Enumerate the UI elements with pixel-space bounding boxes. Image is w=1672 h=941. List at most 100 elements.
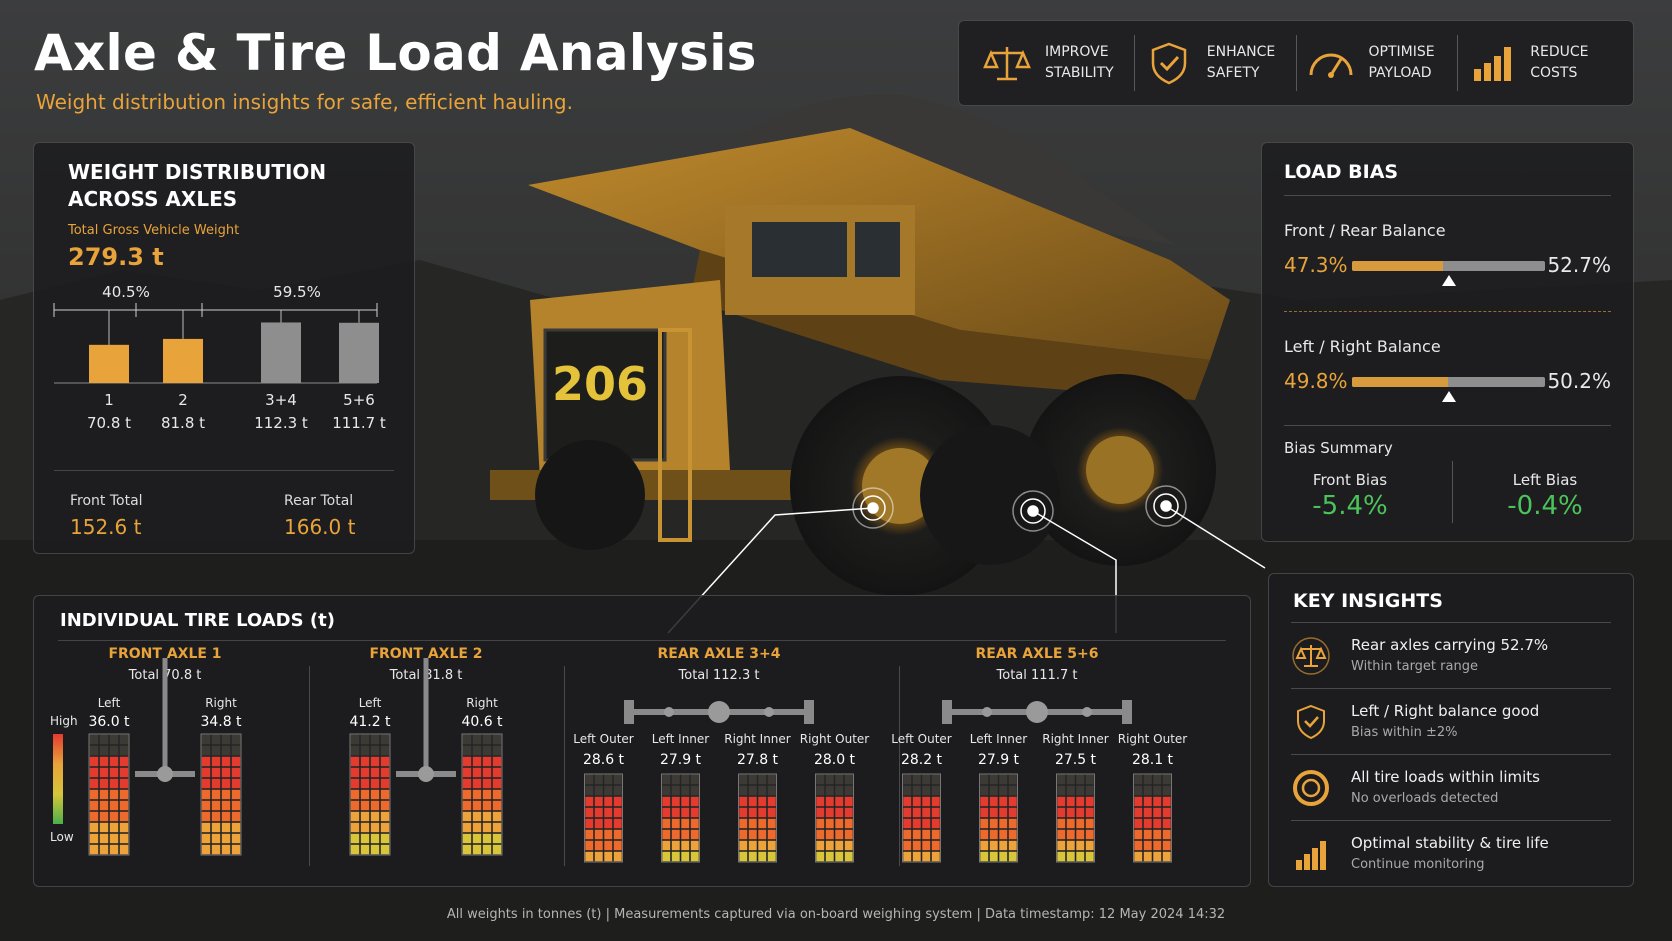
tire-cell (825, 818, 835, 829)
tire-cell (119, 800, 129, 811)
tire-load-value: 36.0 t (88, 714, 130, 730)
divider (1291, 754, 1611, 755)
tire-cell (89, 844, 99, 855)
tire-cell (482, 745, 492, 756)
tire-cell (1008, 851, 1018, 862)
insight-item: Optimal stability & tire life Continue m… (1291, 824, 1619, 888)
tire-cell (1152, 851, 1162, 862)
tire-cell (1066, 840, 1076, 851)
tire-cell (603, 796, 613, 807)
tire-cell (757, 829, 767, 840)
shield-check-icon (1297, 704, 1325, 740)
tire-cell (492, 734, 502, 745)
tire-cell (119, 767, 129, 778)
tire-cell (221, 811, 231, 822)
tire-cell (472, 756, 482, 767)
axle-total: Total 70.8 t (128, 668, 202, 683)
tire-cell (1143, 807, 1153, 818)
tire-cell (221, 789, 231, 800)
bar-chart-icon (1296, 841, 1326, 870)
axle-divider (309, 666, 310, 866)
tire-outline (584, 773, 623, 863)
tire-cell (492, 833, 502, 844)
tire-load-heatmap (661, 773, 700, 863)
tire-cell (921, 807, 931, 818)
tire-cell (201, 811, 211, 822)
tire-cell (89, 811, 99, 822)
weight-distribution-panel: WEIGHT DISTRIBUTION ACROSS AXLES Total G… (33, 142, 415, 554)
tire-cell (979, 774, 989, 785)
tire-cell (989, 785, 999, 796)
tire-cell (844, 796, 854, 807)
tire-cell (211, 800, 221, 811)
key-insights-panel: KEY INSIGHTS Rear axles carrying 52.7% W… (1268, 573, 1634, 887)
tire-cell (603, 829, 613, 840)
tire-cell (370, 745, 380, 756)
tire-cell (1143, 785, 1153, 796)
tire-cell (482, 756, 492, 767)
tire-cell (462, 734, 472, 745)
tire-cell (1066, 818, 1076, 829)
tire-cell (661, 796, 671, 807)
tire-cell (211, 822, 221, 833)
tire-cell (119, 778, 129, 789)
tire-cell (472, 833, 482, 844)
tire-load-heatmap (584, 773, 623, 863)
tire-cell (680, 774, 690, 785)
tire-cell (671, 796, 681, 807)
left-right-label: Left / Right Balance (1284, 337, 1441, 356)
tire-cell (201, 734, 211, 745)
tire-load-value: 34.8 t (200, 714, 242, 730)
tire-cell (1008, 818, 1018, 829)
tire-outline (349, 733, 391, 856)
tire-cell (931, 851, 941, 862)
tire-cell (680, 807, 690, 818)
tire-position-label: Left (358, 696, 382, 710)
tire-cell (1008, 796, 1018, 807)
tire-cell (844, 818, 854, 829)
tire-icon (1293, 770, 1329, 806)
tire-cell (748, 851, 758, 862)
tire-cell (231, 844, 241, 855)
tire-cell (221, 734, 231, 745)
tire-cell (603, 818, 613, 829)
tire-position-label: Left Inner (969, 732, 1028, 746)
tire-cell (350, 767, 360, 778)
tire-cell (1162, 818, 1172, 829)
axle-name: FRONT AXLE 1 (108, 646, 222, 662)
tire-cell (998, 774, 1008, 785)
tire-cell (1152, 785, 1162, 796)
axle-divider (899, 666, 900, 866)
axle-category-label: 2 (178, 391, 188, 409)
tire-cell (231, 811, 241, 822)
tire-cell (350, 833, 360, 844)
tire-cell (767, 840, 777, 851)
axle-category-label: 1 (104, 391, 114, 409)
tire-cell (690, 840, 700, 851)
differential-hub (1026, 701, 1048, 723)
bias-summary-label: Bias Summary (1284, 439, 1393, 457)
tire-cell (738, 818, 748, 829)
tire-cell (370, 822, 380, 833)
insight-note: No overloads detected (1351, 791, 1499, 806)
front-rear-bar (1352, 261, 1545, 271)
tire-load-value: 28.0 t (813, 752, 856, 768)
tire-cell (584, 785, 594, 796)
tire-cell (998, 840, 1008, 851)
tire-cell (1075, 796, 1085, 807)
tire-cell (671, 829, 681, 840)
tire-cell (998, 796, 1008, 807)
tire-cell (767, 829, 777, 840)
insight-item: Rear axles carrying 52.7% Within target … (1291, 626, 1619, 690)
tire-cell (380, 734, 390, 745)
tire-cell (472, 778, 482, 789)
tire-cell (360, 778, 370, 789)
divider (1291, 820, 1611, 821)
tire-cell (680, 851, 690, 862)
tire-cell (931, 840, 941, 851)
tire-cell (99, 822, 109, 833)
tire-load-value: 28.1 t (1131, 752, 1174, 768)
tire-cell (603, 851, 613, 862)
tire-cell (613, 851, 623, 862)
benefit-safety: ENHANCE SAFETY (1135, 35, 1297, 91)
